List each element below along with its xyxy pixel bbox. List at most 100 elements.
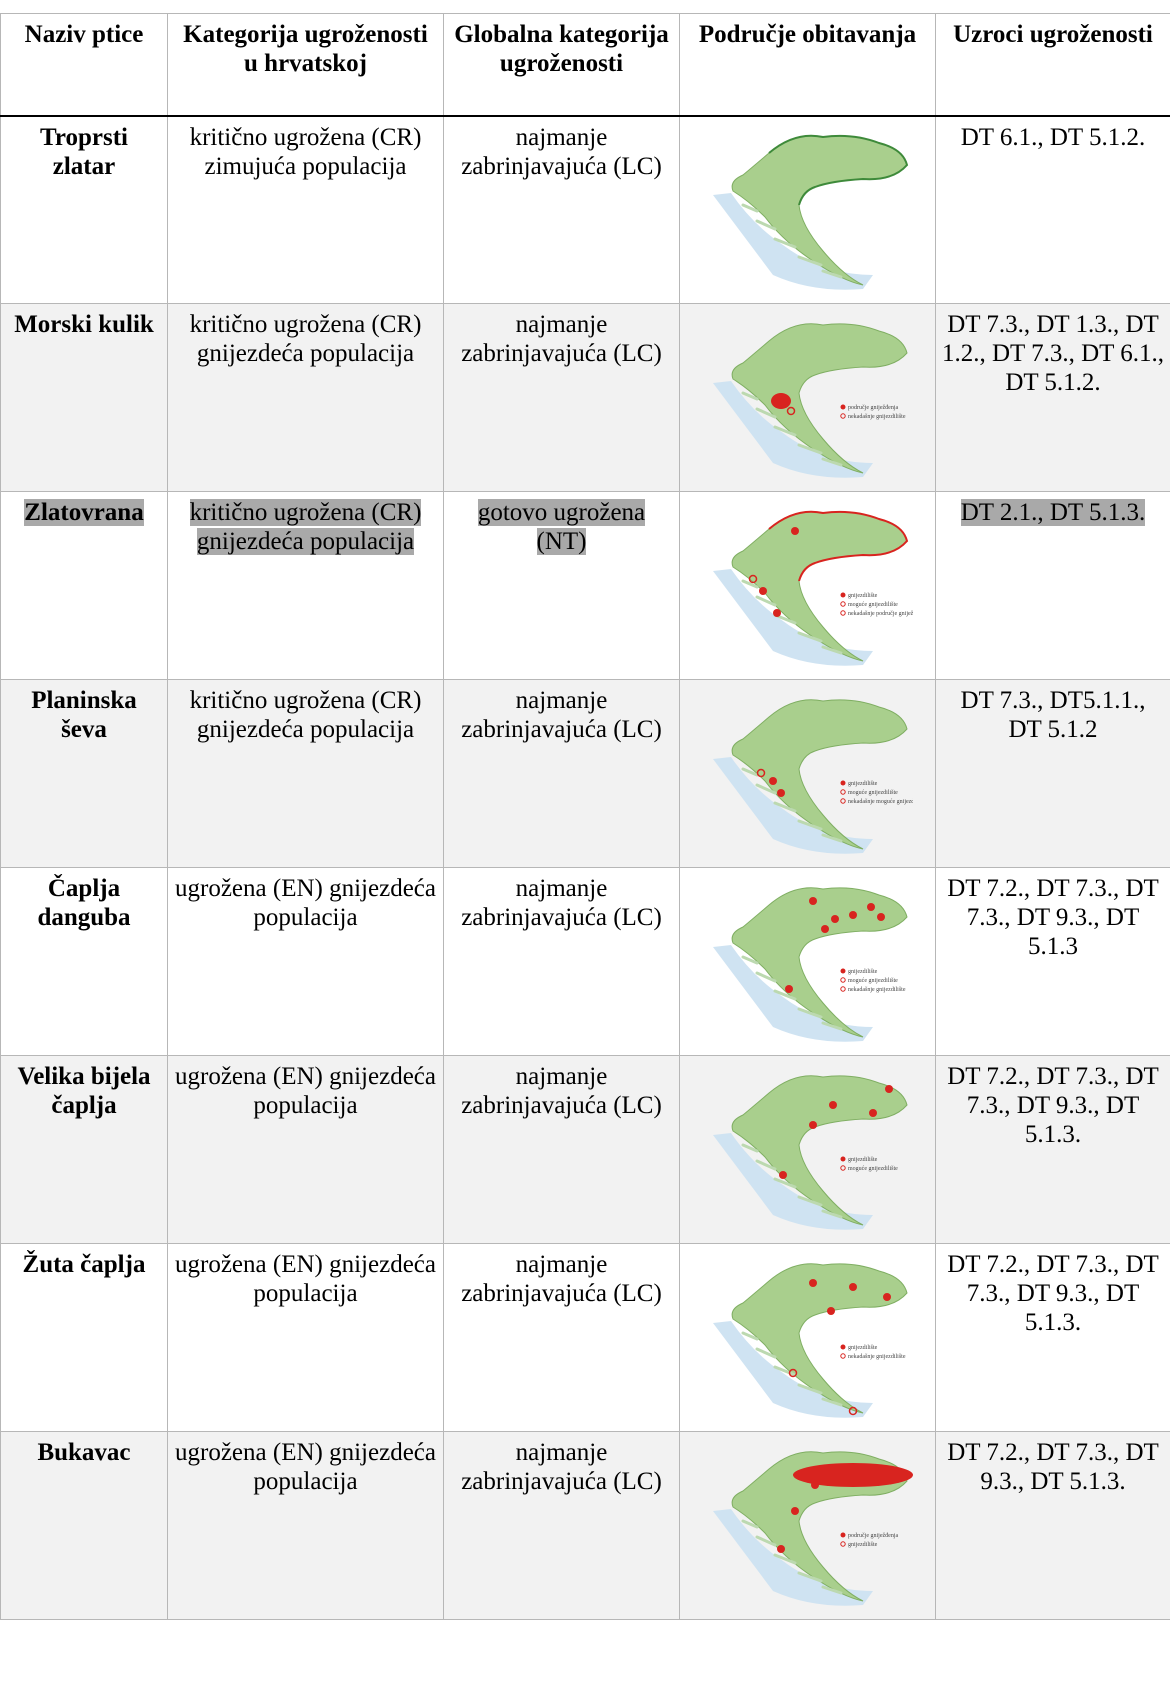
legend-swatch — [840, 1532, 845, 1537]
legend-label: nekadašnje gnijezdilište — [848, 1354, 906, 1360]
legend-label: gnijezdilište — [848, 969, 878, 975]
legend-label: područje gniježđenja — [848, 405, 898, 411]
island-shape — [773, 237, 796, 249]
island-shape — [797, 1195, 822, 1206]
habitat-map-cell: područje gniježđenja gnijezdilište — [679, 1431, 936, 1620]
habitat-map: gnijezdilište moguće gnijezdilište nekadaš… — [712, 886, 908, 1042]
table-row: Bukavac ugrožena (EN) gnijezdeća populaci… — [0, 1431, 1170, 1620]
legend-swatch — [839, 985, 846, 992]
legend-swatch — [839, 1540, 846, 1547]
legend-label: područje gniježđenja — [848, 1533, 898, 1539]
sea-area — [712, 1320, 873, 1418]
table-row: Čaplja danguba ugrožena (EN) gnijezdeća p… — [0, 867, 1170, 1056]
category-hr: kritično ugrožena (CR) gnijezdeća popula… — [167, 679, 444, 868]
island-shape — [773, 1365, 796, 1376]
category-global: najmanje zabrinjavajuća (LC) — [443, 679, 680, 868]
legend-swatch — [839, 1352, 846, 1359]
island-shape — [755, 971, 776, 982]
habitat-map: gnijezdilište moguće gnijezdilište — [712, 1074, 908, 1230]
sea-area — [712, 380, 873, 478]
nest-site-marker — [808, 1120, 817, 1129]
nest-site-marker — [784, 984, 793, 993]
island-shape — [797, 1571, 822, 1582]
sea-area — [712, 756, 873, 854]
nest-site-marker — [882, 1292, 891, 1301]
nest-site-marker — [758, 586, 767, 595]
threat-causes: DT 7.2., DT 7.3., DT 9.3., DT 5.1.3. — [935, 1431, 1170, 1620]
sea-area — [712, 1508, 873, 1606]
croatia-map-shape — [731, 1074, 908, 1225]
legend-swatch — [839, 976, 846, 983]
island-shape — [741, 1519, 758, 1528]
legend-swatch — [840, 1344, 845, 1349]
island-shape — [797, 631, 822, 642]
nest-site-marker — [848, 1406, 857, 1415]
island-shape — [821, 1397, 842, 1406]
category-global: najmanje zabrinjavajuća (LC) — [443, 1431, 680, 1620]
legend-swatch — [839, 609, 846, 616]
header-category-global: Globalna kategorija ugroženosti — [443, 13, 680, 117]
nest-site-marker — [788, 1368, 797, 1377]
island-shape — [821, 269, 842, 279]
habitat-map-cell: gnijezdilište moguće gnijezdilište nekadaš… — [679, 679, 936, 868]
category-global-text: gotovo ugrožena (NT) — [477, 499, 646, 555]
island-shape — [741, 1143, 758, 1152]
habitat-map: gnijezdilište moguće gnijezdilište nekadaš… — [712, 510, 913, 666]
island-shape — [741, 203, 758, 213]
category-hr: ugrožena (EN) gnijezdeća populacija — [167, 1243, 444, 1432]
nest-site-marker — [876, 912, 885, 921]
legend-swatch — [840, 592, 845, 597]
croatia-map-shape — [731, 886, 908, 1037]
bird-name: Bukavac — [0, 1431, 168, 1620]
island-shape — [741, 767, 758, 776]
island-shape — [797, 1007, 822, 1018]
sea-area — [712, 568, 873, 666]
category-global: najmanje zabrinjavajuća (LC) — [443, 1055, 680, 1244]
island-shape — [773, 1553, 796, 1564]
island-shape — [755, 1159, 776, 1170]
nest-site-marker — [768, 776, 777, 785]
island-shape — [755, 219, 776, 231]
legend-swatch — [840, 968, 845, 973]
habitat-map — [712, 134, 908, 290]
island-shape — [821, 1585, 842, 1594]
table-row: Velika bijela čaplja ugrožena (EN) gnijez… — [0, 1055, 1170, 1244]
island-shape — [755, 783, 776, 794]
island-shape — [797, 1383, 822, 1394]
threat-causes: DT 2.1., DT 5.1.3. — [935, 491, 1170, 680]
island-shape — [797, 819, 822, 830]
island-shape — [821, 645, 842, 654]
bird-name: Morski kulik — [0, 303, 168, 492]
bird-name-text: Zlatovrana — [24, 499, 144, 526]
threat-causes: DT 6.1., DT 5.1.2. — [935, 115, 1170, 304]
table-row: Zlatovrana kritično ugrožena (CR) gnijezd… — [0, 491, 1170, 680]
nest-site-marker — [808, 1278, 817, 1287]
category-global: najmanje zabrinjavajuća (LC) — [443, 115, 680, 304]
legend-swatch — [840, 780, 845, 785]
nest-site-marker — [778, 1170, 787, 1179]
legend-label: gnijezdilište — [848, 781, 878, 787]
island-shape — [773, 801, 796, 812]
legend-swatch — [839, 788, 846, 795]
island-shape — [755, 1535, 776, 1546]
bird-name: Planinska ševa — [0, 679, 168, 868]
legend-label: nekadašnje gnijezdilište — [848, 987, 906, 993]
bird-threat-table: Naziv ptice Kategorija ugroženosti u hrv… — [0, 13, 1170, 1620]
threat-causes: DT 7.2., DT 7.3., DT 7.3., DT 9.3., DT 5… — [935, 867, 1170, 1056]
range-outline — [767, 510, 908, 581]
nest-site-marker — [866, 902, 875, 911]
legend-swatch — [840, 404, 845, 409]
breeding-area-mark — [792, 1462, 913, 1487]
island-shape — [741, 391, 758, 400]
island-shape — [741, 955, 758, 964]
island-shape — [821, 1021, 842, 1030]
table-row: Troprsti zlatar kritično ugrožena (CR) zi… — [0, 115, 1170, 304]
category-global: najmanje zabrinjavajuća (LC) — [443, 867, 680, 1056]
nest-site-marker — [828, 1100, 837, 1109]
croatia-map-shape — [731, 322, 908, 473]
nest-site-marker — [810, 1480, 819, 1489]
header-row: Naziv ptice Kategorija ugroženosti u hrv… — [0, 13, 1170, 117]
legend-label: nekadašnje područje gniježđenja — [848, 611, 913, 617]
category-global: najmanje zabrinjavajuća (LC) — [443, 303, 680, 492]
legend-label: gnijezdilište — [848, 1157, 878, 1163]
